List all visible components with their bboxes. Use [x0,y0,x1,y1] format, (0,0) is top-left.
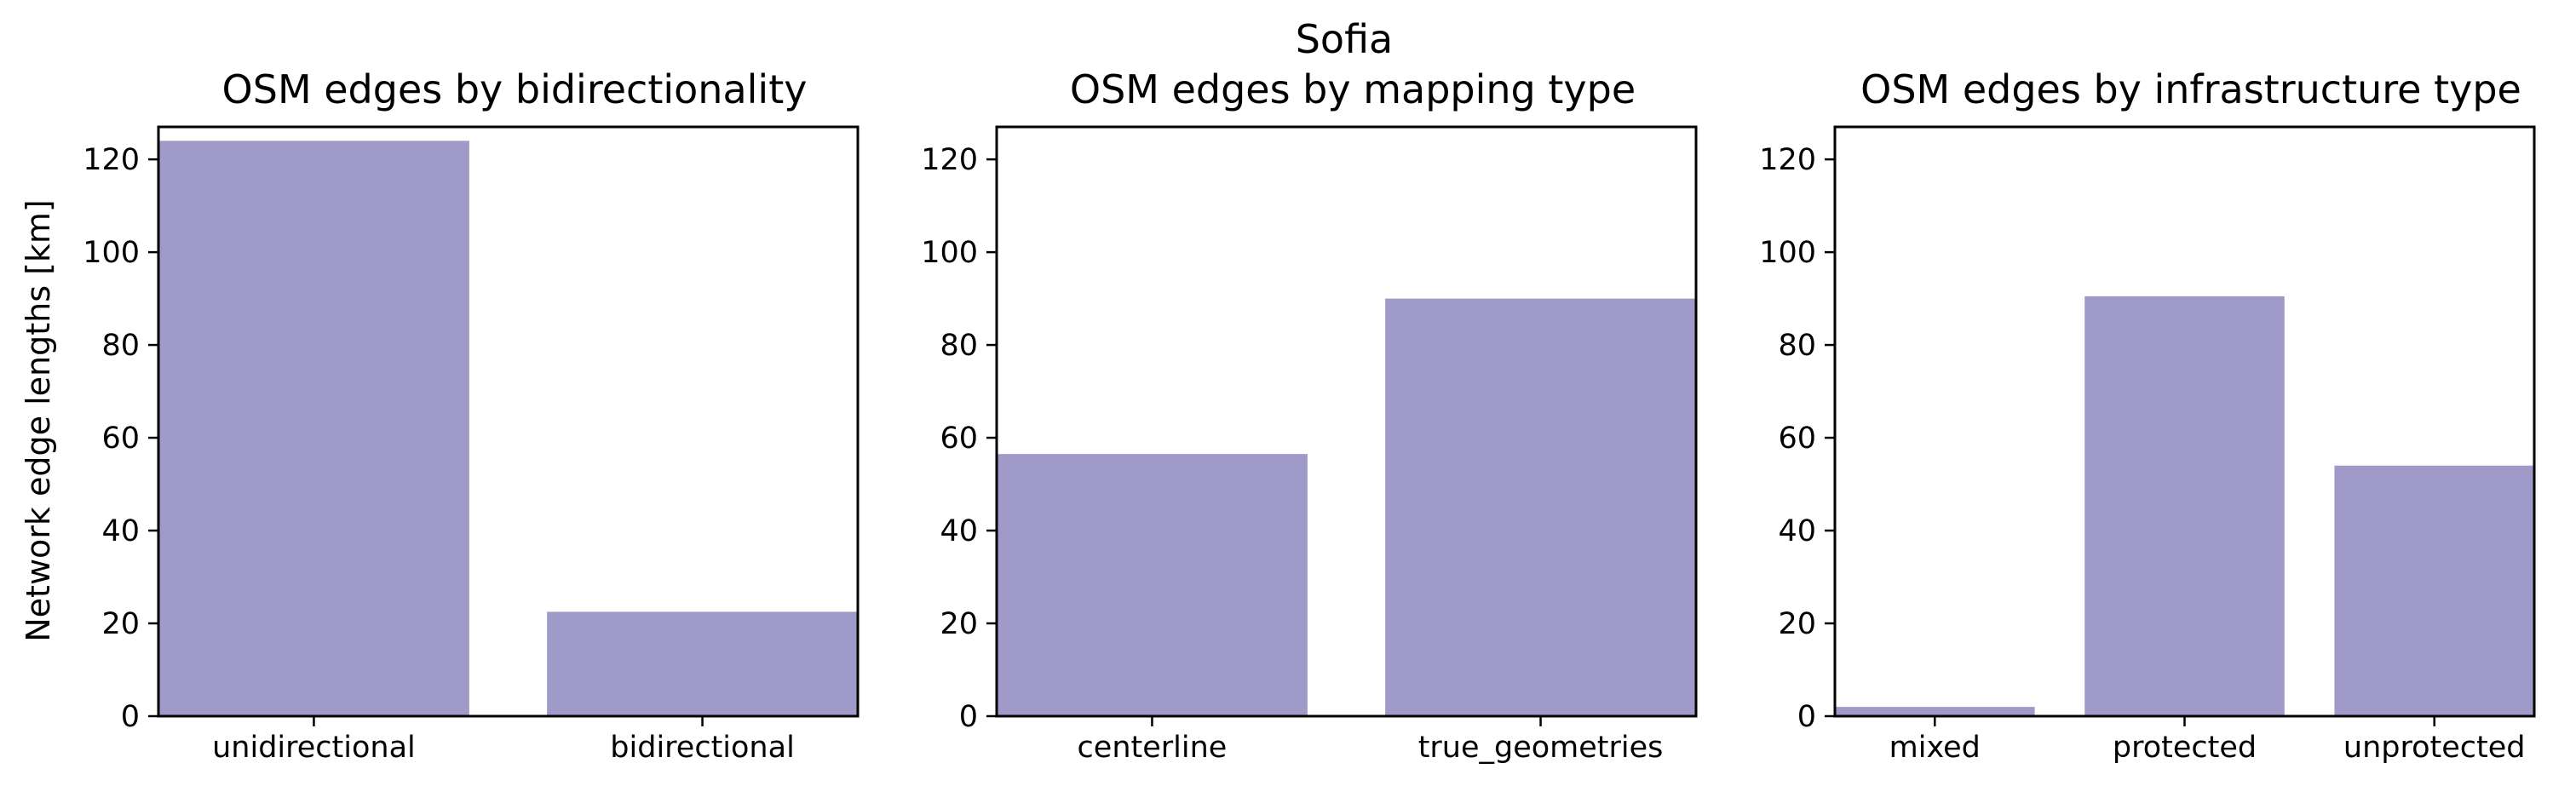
y-tick-label: 100 [1759,236,1816,270]
y-tick-label: 60 [101,422,140,456]
y-tick-label: 120 [1759,143,1816,177]
panel-mapping-type: OSM edges by mapping type 0 20 40 60 80 100 12… [921,66,1698,765]
y-tick-label: 0 [121,700,140,734]
panel-title: OSM edges by bidirectionality [222,66,808,112]
y-tick-label: 120 [921,143,978,177]
y-tick-label: 0 [1797,700,1816,734]
bar [1385,298,1696,716]
y-tick-label: 20 [940,607,978,641]
y-tick-label: 60 [940,422,978,456]
bar [158,141,469,717]
bar [1835,707,2035,716]
x-tick-label: true_geometries [1418,731,1664,765]
x-tick-label: centerline [1078,731,1228,765]
y-tick-label: 20 [1778,607,1816,641]
panel-bidirectionality: OSM edges by bidirectionality Network ed… [20,66,860,765]
y-tick-label: 80 [101,329,140,363]
x-tick-label: bidirectional [610,731,795,765]
panel-title: OSM edges by mapping type [1070,66,1636,112]
bar [2334,465,2534,716]
y-tick-label: 120 [83,143,140,177]
x-tick-label: protected [2113,731,2257,765]
y-tick-label: 100 [921,236,978,270]
y-tick-label: 60 [1778,422,1816,456]
panel-infrastructure-type: OSM edges by infrastructure type 0 20 40 60… [1759,66,2536,765]
bar [547,611,858,716]
plot-frame [157,125,860,718]
y-tick-label: 80 [940,329,978,363]
x-tick-label: unidirectional [212,731,416,765]
panel-title: OSM edges by infrastructure type [1860,66,2521,112]
y-tick-label: 100 [83,236,140,270]
y-tick-label: 80 [1778,329,1816,363]
y-tick-label: 0 [959,700,978,734]
y-axis-label: Network edge lengths [km] [20,199,57,642]
figure-suptitle: Sofia [1296,16,1394,62]
x-tick-label: mixed [1889,731,1981,765]
plot-frame [995,125,1698,718]
y-tick-label: 40 [1778,514,1816,548]
y-tick-label: 20 [101,607,140,641]
y-tick-label: 40 [940,514,978,548]
x-tick-label: unprotected [2343,731,2526,765]
bar [997,454,1308,716]
y-tick-label: 40 [101,514,140,548]
bar [2084,295,2285,716]
